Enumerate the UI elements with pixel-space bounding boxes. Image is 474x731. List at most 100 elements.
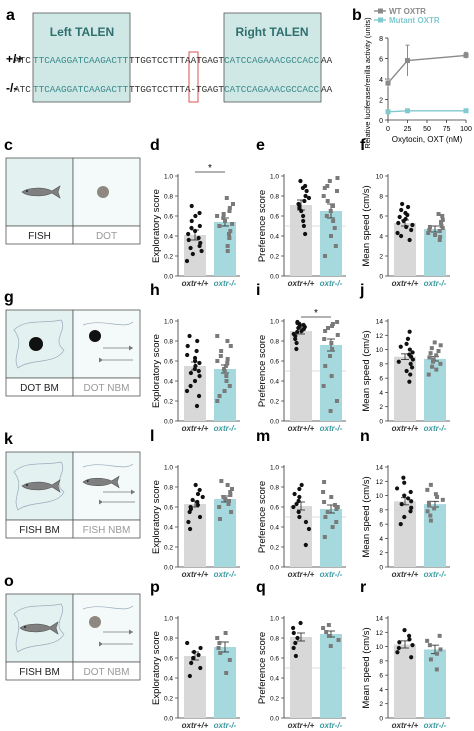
motion-arrowhead bbox=[99, 499, 103, 505]
data-point bbox=[399, 207, 404, 213]
data-point bbox=[395, 230, 400, 236]
genotype-label: -/- bbox=[6, 81, 17, 95]
y-tick-label: 1.0 bbox=[164, 465, 173, 472]
data-point bbox=[303, 183, 308, 189]
x-category-label: oxtr-/- bbox=[320, 570, 343, 579]
data-point bbox=[196, 235, 201, 241]
left-talen-label: Left TALEN bbox=[50, 25, 114, 39]
data-point bbox=[410, 643, 415, 648]
data-point bbox=[402, 628, 407, 633]
data-point bbox=[229, 487, 234, 491]
motion-arrowhead bbox=[99, 641, 103, 647]
data-point bbox=[440, 218, 445, 222]
y-tick-label: 8 bbox=[379, 507, 383, 514]
data-point bbox=[230, 202, 235, 206]
data-point bbox=[227, 236, 232, 240]
data-point bbox=[426, 231, 431, 235]
data-point bbox=[409, 655, 414, 660]
y-tick-label: 2 bbox=[379, 404, 383, 411]
data-point bbox=[437, 238, 442, 242]
data-point bbox=[404, 341, 409, 346]
data-point bbox=[218, 354, 223, 358]
bar bbox=[290, 506, 312, 567]
data-point bbox=[428, 351, 433, 356]
data-point bbox=[228, 493, 233, 497]
data-point bbox=[227, 209, 232, 213]
legend-label: WT OXTR bbox=[389, 7, 426, 16]
data-point bbox=[406, 633, 412, 638]
panel-letter: j bbox=[359, 282, 364, 299]
data-point bbox=[328, 354, 333, 358]
data-point bbox=[436, 349, 441, 353]
data-point bbox=[407, 379, 412, 384]
data-point bbox=[438, 235, 443, 239]
data-point bbox=[434, 651, 439, 656]
data-point bbox=[226, 502, 231, 506]
y-tick-label: 10 bbox=[376, 644, 384, 651]
data-point bbox=[194, 403, 200, 409]
data-point bbox=[333, 244, 338, 248]
y-tick-label: 0.8 bbox=[164, 194, 173, 201]
data-point bbox=[186, 237, 191, 243]
y-tick-label: 0 bbox=[379, 274, 383, 281]
data-point bbox=[332, 226, 337, 230]
data-point bbox=[409, 499, 414, 504]
data-point bbox=[217, 641, 222, 645]
data-point bbox=[192, 355, 198, 361]
y-tick-label: 8 bbox=[379, 658, 383, 665]
sequence-segment: CATCCAGAAACGCCACC bbox=[224, 84, 319, 95]
y-tick-label: 4 bbox=[379, 77, 383, 84]
data-point bbox=[329, 495, 334, 499]
bar bbox=[184, 366, 206, 421]
data-point bbox=[191, 655, 196, 661]
y-tick-label: 0.0 bbox=[270, 419, 279, 426]
chart-panel-d: d 0.0 0.2 0.4 0.6 0.8 1.0 Exploratory score oxtr… bbox=[150, 137, 240, 288]
data-point bbox=[322, 500, 327, 504]
x-category-label: oxtr+/+ bbox=[392, 570, 419, 579]
y-axis-label: Relative luciferase/renilla activity (un… bbox=[363, 17, 372, 149]
data-point bbox=[385, 109, 391, 115]
data-point bbox=[433, 233, 438, 237]
data-point bbox=[188, 245, 193, 251]
data-point bbox=[433, 492, 438, 497]
y-tick-label: 0.6 bbox=[270, 505, 279, 512]
data-point bbox=[405, 336, 411, 341]
y-tick-label: 10 bbox=[376, 493, 384, 500]
y-tick-label: 0.4 bbox=[270, 676, 279, 683]
y-tick-label: 0.8 bbox=[164, 339, 173, 346]
data-point bbox=[291, 625, 296, 631]
data-point bbox=[219, 349, 224, 353]
data-point bbox=[298, 178, 303, 184]
data-point bbox=[199, 248, 204, 254]
schematic-right-label: DOT NBM bbox=[84, 667, 130, 678]
series-line bbox=[387, 110, 466, 113]
x-tick-label: 25 bbox=[404, 126, 412, 133]
data-point bbox=[335, 333, 340, 337]
y-tick-label: 6 bbox=[379, 376, 383, 383]
bar bbox=[424, 504, 446, 567]
data-point bbox=[298, 620, 303, 626]
motion-arrowhead bbox=[129, 629, 133, 635]
data-point bbox=[321, 194, 326, 198]
data-point bbox=[432, 340, 437, 345]
data-point bbox=[425, 638, 430, 643]
schematic-right-label: DOT NBM bbox=[84, 383, 130, 394]
x-category-label: oxtr+/+ bbox=[392, 424, 419, 433]
data-point bbox=[188, 504, 193, 510]
data-point bbox=[408, 361, 413, 366]
panel-letter: k bbox=[4, 431, 13, 448]
data-point bbox=[230, 222, 235, 226]
data-point bbox=[427, 228, 432, 232]
data-point bbox=[217, 394, 222, 398]
data-point bbox=[396, 359, 401, 364]
schematic-right-label-box bbox=[72, 377, 141, 397]
panel-b-luciferase-chart: b 0 2 4 6 8 0 25 50 75 100 Oxytocin, OXT (nM) Relat… bbox=[352, 7, 472, 149]
data-point bbox=[325, 184, 330, 188]
data-point bbox=[188, 383, 193, 389]
data-point bbox=[431, 357, 436, 362]
data-point bbox=[215, 399, 220, 403]
chart-panel-l: l 0.0 0.2 0.4 0.6 0.8 1.0 Exploratory score oxtr… bbox=[150, 428, 240, 579]
y-tick-label: 4 bbox=[379, 687, 383, 694]
data-point bbox=[435, 495, 440, 499]
y-tick-label: 0.0 bbox=[164, 565, 173, 572]
